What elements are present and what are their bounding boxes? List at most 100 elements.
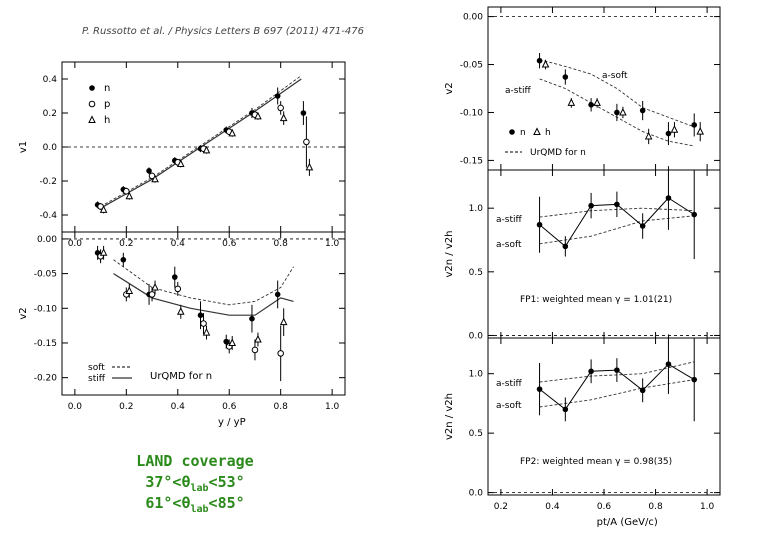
point-ratio — [691, 376, 698, 383]
annotation-a-soft: a-soft — [496, 240, 522, 250]
legend-label: UrQMD for n — [150, 371, 212, 382]
x-tick-label: 0.2 — [119, 239, 133, 249]
point-h — [593, 98, 601, 106]
x-tick-label: 0.4 — [171, 402, 186, 412]
x-tick-label: 0.2 — [494, 502, 508, 512]
point-h — [99, 205, 108, 213]
point-ratio — [665, 361, 672, 367]
point-h — [541, 59, 550, 68]
annotation-a-stiff: a-stiff — [496, 379, 522, 389]
point-ratio — [588, 202, 594, 209]
x-tick-label: 0.8 — [274, 239, 289, 249]
point-h — [202, 327, 211, 336]
y-tick-label: -0.10 — [460, 108, 484, 118]
point-ratio — [639, 387, 646, 394]
legend-marker — [509, 129, 515, 135]
x-tick-label: 0.6 — [222, 402, 237, 412]
curve-a-soft — [539, 215, 695, 245]
point-h — [254, 111, 262, 120]
legend-label: p — [104, 99, 110, 110]
plots: -0.4 -0.2 0.0 0.2 0.4 0.0 0.2 0.4 0.6 0.8 1.0 v1 0.0… — [18, 6, 721, 528]
point-ratio — [588, 368, 594, 375]
point-h — [696, 127, 705, 135]
x-tick-label: 0.8 — [648, 502, 663, 512]
y-tick-label: 0.0 — [469, 489, 484, 499]
point-p — [251, 346, 259, 354]
point-h — [279, 317, 288, 326]
point-n — [274, 93, 281, 99]
y-tick-label: 0.0 — [43, 143, 58, 153]
y-tick-label: 0.00 — [37, 235, 57, 245]
y-axis-label: v2n / v2h — [444, 231, 455, 278]
point-h — [99, 248, 108, 256]
annotation-a-stiff: a-stiff — [505, 86, 531, 96]
point-n — [120, 256, 127, 263]
point-h — [176, 307, 185, 315]
point-h — [151, 174, 159, 183]
x-tick-label: 1.0 — [325, 402, 340, 412]
legend-marker — [89, 85, 95, 91]
point-n — [300, 110, 307, 116]
point-h — [670, 125, 679, 133]
point-ratio — [614, 201, 620, 208]
legend-marker — [88, 115, 96, 123]
panel-right_fp1: 0.0 0.5 1.0 v2n / v2h — [444, 166, 721, 341]
point-h — [567, 98, 576, 106]
point-n — [146, 168, 152, 174]
x-tick-label: 0.4 — [171, 239, 186, 249]
point-h — [125, 191, 134, 200]
legend-marker — [533, 127, 541, 135]
citation: P. Russotto et al. / Physics Letters B 6… — [82, 26, 364, 37]
y-tick-label: -0.10 — [34, 304, 58, 314]
legend-label: h — [545, 128, 551, 138]
point-h — [176, 159, 185, 167]
point-ratio — [562, 243, 569, 250]
point-n — [639, 107, 646, 114]
legend-label: n — [104, 83, 110, 94]
curve-urqmd-stiff — [100, 78, 302, 209]
point-ratio — [691, 211, 698, 218]
y-tick-label: -0.05 — [460, 61, 483, 71]
y-tick-label: 0.0 — [469, 331, 484, 341]
panel-frame — [487, 169, 721, 339]
point-ratio — [614, 367, 620, 373]
point-h — [305, 162, 314, 171]
point-h — [228, 128, 237, 137]
point-h — [644, 131, 653, 140]
y-tick-label: -0.20 — [34, 374, 58, 384]
curve-urqmd-soft — [100, 75, 302, 207]
x-axis-label: pt/A (GeV/c) — [597, 517, 658, 528]
curve-a-soft — [539, 379, 695, 408]
point-ratio — [536, 221, 543, 228]
point-p — [148, 291, 156, 298]
point-p — [200, 320, 207, 327]
y-tick-label: -0.2 — [39, 177, 57, 187]
legend-label: h — [104, 115, 110, 126]
panel-frame — [61, 231, 346, 396]
y-axis-label: v2 — [444, 82, 455, 94]
annotation-fp2: FP2: weighted mean γ = 0.98(35) — [520, 457, 672, 467]
x-tick-label: 0.4 — [545, 502, 560, 512]
point-p — [303, 138, 310, 146]
y-tick-label: -0.05 — [34, 270, 57, 280]
point-p — [277, 104, 284, 112]
point-n — [536, 57, 543, 64]
y-tick-label: -0.4 — [39, 211, 57, 221]
panel-frame — [487, 337, 721, 496]
point-h — [254, 334, 262, 343]
point-n — [588, 102, 594, 108]
x-tick-label: 1.0 — [700, 502, 715, 512]
point-h — [202, 145, 211, 154]
x-tick-label: 0.6 — [597, 502, 612, 512]
y-tick-label: 0.00 — [463, 13, 483, 23]
legend-label: n — [520, 128, 526, 138]
y-tick-label: -0.15 — [34, 339, 57, 349]
legend-label: soft — [88, 363, 105, 373]
panel-right_v2: 0.00 -0.05 -0.10 -0.15 v2 — [444, 6, 721, 171]
x-tick-label: 0.2 — [119, 402, 133, 412]
point-n — [249, 315, 255, 322]
x-tick-label: 0.6 — [222, 239, 237, 249]
y-tick-label: -0.15 — [460, 156, 483, 166]
panel-right_fp2: 0.0 0.5 1.0 0.2 0.4 0.6 0.8 1.0 v2n / v2h pt/A (G… — [444, 334, 721, 528]
